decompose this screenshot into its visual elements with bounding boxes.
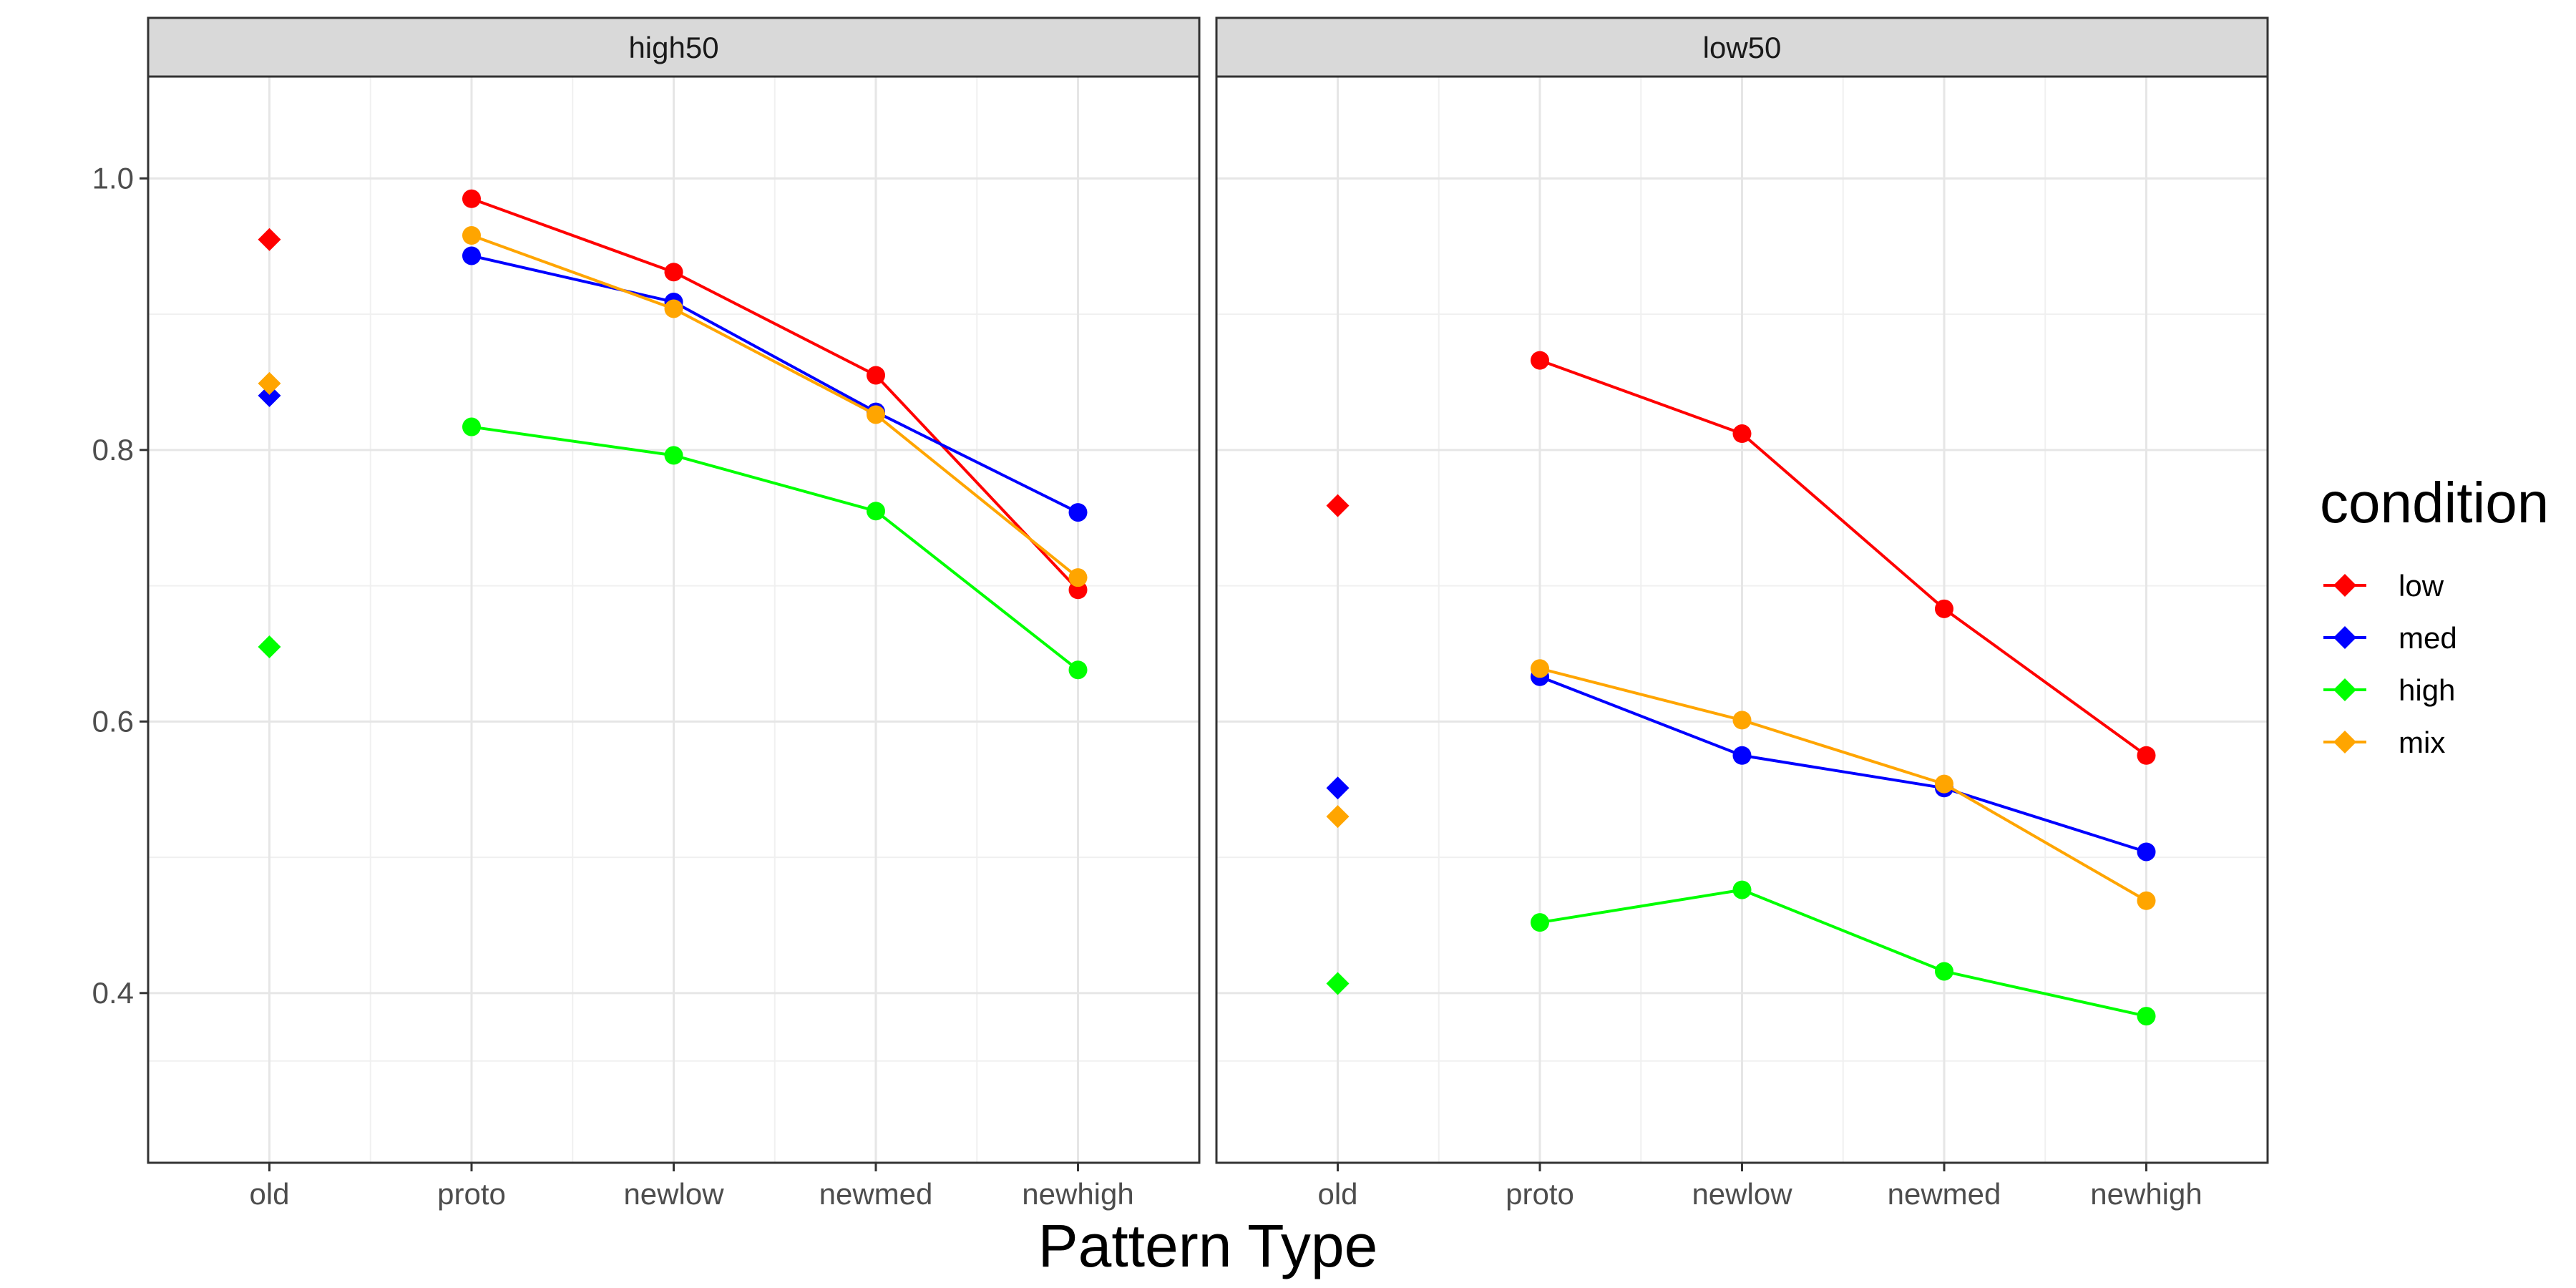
data-point-high-newmed — [867, 502, 885, 521]
facet-strip-label: high50 — [628, 31, 718, 64]
data-point-mix-newhigh — [2137, 891, 2156, 910]
data-point-high-newlow — [1732, 880, 1752, 899]
data-point-low-newlow — [1732, 424, 1752, 444]
data-point-mix-old — [258, 371, 281, 395]
data-point-low-newhigh — [2137, 746, 2156, 765]
data-point-mix-old — [1326, 805, 1350, 829]
x-tick-label: old — [1317, 1177, 1357, 1211]
data-point-low-newmed — [867, 366, 885, 385]
x-tick-label: proto — [437, 1177, 506, 1211]
legend-label-high: high — [2399, 673, 2455, 707]
data-point-mix-newmed — [867, 405, 885, 424]
x-tick-label: newmed — [819, 1177, 933, 1211]
data-point-high-newhigh — [2137, 1007, 2156, 1026]
data-point-high-old — [1326, 972, 1350, 995]
data-point-mix-newmed — [1935, 774, 1953, 794]
data-point-high-newhigh — [1068, 660, 1088, 680]
legend-label-mix: mix — [2399, 726, 2445, 759]
data-point-high-old — [258, 635, 281, 658]
data-point-high-proto — [462, 417, 481, 436]
data-point-high-newmed — [1935, 962, 1953, 981]
data-point-low-old — [1326, 494, 1350, 517]
series-line-low — [471, 197, 1079, 591]
facet-strip — [147, 16, 1201, 78]
data-point-mix-newhigh — [1068, 568, 1088, 587]
y-tick-label: 0.4 — [92, 976, 134, 1010]
data-point-mix-newlow — [664, 299, 683, 318]
data-point-low-proto — [1531, 351, 1549, 370]
data-point-mix-newlow — [1732, 711, 1752, 730]
data-point-low-newmed — [1935, 599, 1953, 618]
series-line-med — [1539, 675, 2147, 854]
data-point-med-newhigh — [2137, 842, 2156, 862]
y-tick-label: 0.8 — [92, 433, 134, 467]
x-tick-label: newlow — [1692, 1177, 1792, 1211]
data-point-med-old — [1326, 776, 1350, 800]
legend-key-marker-high — [2333, 678, 2356, 701]
facet-strip-label: low50 — [1703, 31, 1782, 64]
data-point-med-old — [258, 384, 281, 407]
data-point-high-proto — [1531, 913, 1549, 932]
series-line-med — [471, 254, 1079, 514]
y-tick-label: 0.6 — [92, 704, 134, 738]
x-tick-label: newhigh — [2090, 1177, 2202, 1211]
y-tick-label: 1.0 — [92, 161, 134, 195]
data-point-mix-proto — [1531, 659, 1549, 678]
data-point-low-old — [258, 228, 281, 251]
legend-label-med: med — [2399, 621, 2457, 655]
series-line-high — [471, 425, 1079, 671]
legend-key-marker-med — [2333, 626, 2356, 649]
legend-title: condition — [2320, 471, 2549, 535]
legend-key-marker-low — [2333, 574, 2356, 597]
facet-strip — [1215, 16, 2269, 78]
series-line-low — [1539, 358, 2147, 757]
legend-key-marker-mix — [2333, 731, 2356, 753]
x-tick-label: newhigh — [1022, 1177, 1133, 1211]
data-point-high-newlow — [664, 446, 683, 465]
x-tick-label: newlow — [623, 1177, 724, 1211]
data-point-low-newlow — [664, 263, 683, 282]
data-point-low-proto — [462, 189, 481, 208]
x-tick-label: proto — [1506, 1177, 1574, 1211]
x-tick-label: newmed — [1888, 1177, 2001, 1211]
x-tick-label: old — [249, 1177, 289, 1211]
series-line-high — [1539, 888, 2147, 1018]
data-point-med-newhigh — [1068, 503, 1088, 522]
x-axis-title: Pattern Type — [1038, 1212, 1378, 1279]
data-point-med-newlow — [1732, 746, 1752, 765]
legend-label-low: low — [2399, 569, 2444, 602]
series-line-mix — [471, 234, 1079, 579]
series-line-mix — [1539, 667, 2147, 902]
data-point-mix-proto — [462, 226, 481, 245]
data-point-med-proto — [462, 246, 481, 265]
